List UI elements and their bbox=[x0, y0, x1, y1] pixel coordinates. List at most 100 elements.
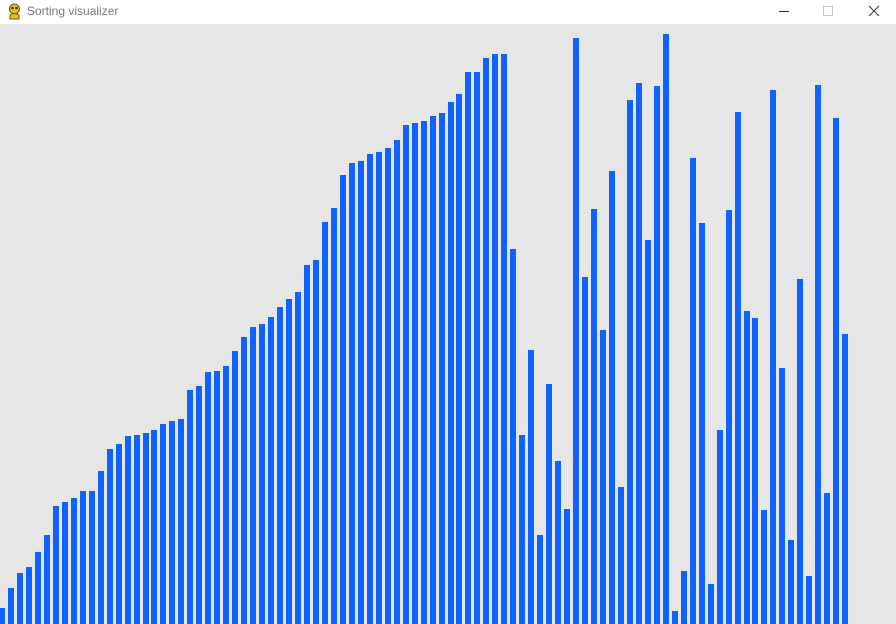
sort-bar bbox=[385, 148, 391, 624]
sort-bar bbox=[448, 102, 454, 624]
sort-bar bbox=[421, 121, 427, 624]
sort-bar bbox=[744, 311, 750, 624]
sort-bar bbox=[358, 161, 364, 624]
sort-bar bbox=[510, 249, 516, 624]
maximize-icon bbox=[823, 6, 833, 16]
sort-bar bbox=[259, 324, 265, 624]
sort-bar bbox=[672, 611, 678, 624]
sort-bar bbox=[636, 83, 642, 624]
sort-bar bbox=[465, 72, 471, 624]
window-titlebar[interactable]: Sorting visualizer bbox=[0, 0, 896, 24]
sort-bar bbox=[116, 444, 122, 624]
sort-bar bbox=[304, 265, 310, 624]
sort-bar bbox=[98, 471, 104, 624]
sort-bar bbox=[663, 34, 669, 624]
maximize-button[interactable] bbox=[806, 0, 850, 22]
sort-bar bbox=[349, 163, 355, 624]
sort-bar bbox=[160, 424, 166, 624]
sort-bar bbox=[555, 461, 561, 624]
sort-bar bbox=[44, 535, 50, 624]
sort-bar bbox=[824, 493, 830, 624]
sort-bar bbox=[770, 90, 776, 624]
sort-bar bbox=[394, 140, 400, 624]
sort-bar bbox=[412, 123, 418, 624]
sort-bar bbox=[717, 430, 723, 624]
sort-bar bbox=[537, 535, 543, 624]
sort-bar bbox=[80, 491, 86, 624]
sort-bar bbox=[779, 368, 785, 624]
sort-bar bbox=[681, 571, 687, 624]
sort-bar bbox=[752, 318, 758, 624]
sort-bar bbox=[53, 506, 59, 624]
sort-bar bbox=[690, 158, 696, 624]
sort-bar bbox=[546, 384, 552, 624]
sort-bar bbox=[178, 419, 184, 624]
sort-bar bbox=[232, 351, 238, 624]
sort-bar bbox=[151, 430, 157, 624]
sort-bar bbox=[376, 152, 382, 624]
sort-bar bbox=[107, 449, 113, 624]
sort-bar bbox=[600, 330, 606, 624]
sort-bar bbox=[842, 334, 848, 624]
sort-bar bbox=[797, 279, 803, 624]
close-button[interactable] bbox=[852, 0, 896, 22]
sort-bar bbox=[241, 337, 247, 624]
sort-bar bbox=[0, 608, 5, 624]
sort-bar bbox=[582, 277, 588, 624]
sort-bar bbox=[645, 240, 651, 624]
sort-bar bbox=[250, 327, 256, 624]
sort-bar bbox=[17, 573, 23, 624]
sort-bar bbox=[618, 487, 624, 624]
sort-bar bbox=[456, 94, 462, 624]
minimize-icon bbox=[779, 11, 789, 12]
sort-bar bbox=[403, 125, 409, 624]
pygame-snake-icon bbox=[6, 3, 23, 20]
sort-bar bbox=[430, 116, 436, 624]
sort-bar bbox=[125, 436, 131, 624]
sort-bar bbox=[340, 175, 346, 624]
sort-bar bbox=[169, 421, 175, 624]
sort-bar bbox=[187, 390, 193, 624]
sort-bar bbox=[277, 307, 283, 624]
sort-bar bbox=[815, 85, 821, 624]
close-icon bbox=[868, 5, 880, 17]
sort-bar bbox=[474, 72, 480, 624]
sort-bar bbox=[89, 491, 95, 624]
sort-bar bbox=[62, 502, 68, 624]
sort-bar bbox=[501, 54, 507, 624]
sort-bar bbox=[573, 38, 579, 624]
sort-bar bbox=[196, 386, 202, 624]
sorting-canvas bbox=[0, 24, 896, 624]
sort-bar bbox=[223, 366, 229, 624]
sort-bar bbox=[708, 584, 714, 624]
sort-bar bbox=[143, 433, 149, 624]
sort-bar bbox=[322, 222, 328, 624]
sort-bar bbox=[35, 552, 41, 624]
sort-bar bbox=[214, 371, 220, 624]
sort-bar bbox=[591, 209, 597, 624]
sort-bar bbox=[26, 567, 32, 624]
sort-bar bbox=[8, 588, 14, 624]
sort-bar bbox=[699, 223, 705, 624]
sort-bar bbox=[528, 350, 534, 624]
sort-bar bbox=[331, 208, 337, 624]
window-title: Sorting visualizer bbox=[27, 4, 119, 18]
sort-bar bbox=[71, 498, 77, 624]
sort-bar bbox=[134, 435, 140, 624]
sort-bar bbox=[726, 210, 732, 624]
sort-bar bbox=[609, 171, 615, 624]
sort-bar bbox=[806, 576, 812, 624]
sort-bar bbox=[367, 154, 373, 624]
sort-bar bbox=[564, 509, 570, 624]
sort-bar bbox=[286, 299, 292, 624]
sort-bar bbox=[761, 510, 767, 624]
minimize-button[interactable] bbox=[762, 0, 806, 22]
sort-bar bbox=[654, 86, 660, 624]
sort-bar bbox=[439, 113, 445, 624]
sort-bar bbox=[735, 112, 741, 624]
sort-bar bbox=[492, 54, 498, 624]
sort-bar bbox=[205, 372, 211, 624]
sort-bar bbox=[833, 118, 839, 624]
sort-bar bbox=[268, 317, 274, 624]
sort-bar bbox=[295, 292, 301, 624]
